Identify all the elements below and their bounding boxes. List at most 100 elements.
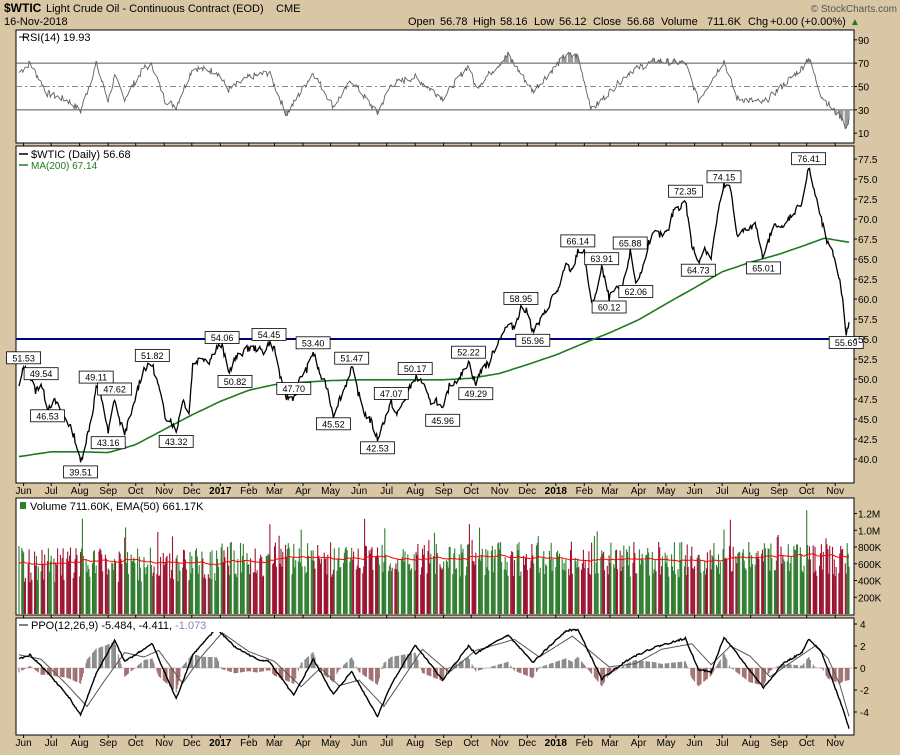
- ppo-signal-line: [18, 632, 850, 717]
- watermark: © StockCharts.com: [811, 4, 897, 15]
- price-tick-label: 47.5: [858, 395, 878, 406]
- price-annotation-label: 54.06: [211, 333, 234, 343]
- x-axis-label-upper: Apr: [295, 486, 311, 497]
- rsi-tick-label: 70: [858, 59, 870, 70]
- price-annotation-label: 51.82: [141, 351, 164, 361]
- price-annotation-label: 64.73: [687, 266, 710, 276]
- price-tick-label: 75.0: [858, 175, 878, 186]
- date-label: 16-Nov-2018: [4, 16, 68, 28]
- x-axis-label-lower: Aug: [742, 738, 760, 749]
- x-axis-label-lower: Mar: [601, 738, 619, 749]
- price-annotation-box: [334, 351, 370, 365]
- price-annotation-box: [97, 382, 132, 396]
- price-annotation-label: 49.11: [85, 373, 107, 383]
- price-annotation-label: 46.53: [36, 411, 59, 421]
- x-axis-label-upper: Jun: [16, 486, 32, 497]
- price-annotation-box: [706, 170, 742, 184]
- x-axis-label-lower: Nov: [155, 738, 173, 749]
- rsi-panel: [15, 29, 855, 144]
- x-axis-label-lower: Feb: [576, 738, 594, 749]
- x-axis-label-upper: May: [657, 486, 676, 497]
- price-annotation-box: [618, 285, 654, 298]
- x-axis-label-upper: Sep: [435, 486, 453, 497]
- price-annotation-box: [251, 327, 287, 341]
- ppo-title-hist: -1.073: [175, 620, 206, 632]
- x-axis-label-upper: Jun: [687, 486, 703, 497]
- price-annotation-label: 58.95: [510, 294, 533, 304]
- price-annotation-box: [397, 362, 433, 376]
- x-axis-label-upper: Aug: [71, 486, 89, 497]
- price-annotation-label: 55.96: [522, 336, 545, 346]
- x-axis-label-lower: Oct: [463, 738, 479, 749]
- x-axis-label-lower: Jun: [16, 738, 32, 749]
- change-arrow-icon: ▲: [850, 17, 860, 28]
- price-tick-label: 77.5: [858, 155, 878, 166]
- price-annotation-box: [425, 413, 461, 427]
- price-annotation-label: 43.32: [165, 437, 188, 447]
- x-axis-label-lower: Jul: [380, 738, 393, 749]
- x-axis-label-lower: Oct: [128, 738, 144, 749]
- price-annotation-label: 50.82: [224, 377, 247, 387]
- change-label: Chg: [748, 16, 768, 28]
- x-axis-label-lower: Jul: [716, 738, 729, 749]
- price-annotation-label: 54.45: [258, 330, 281, 340]
- price-tick-label: 67.5: [858, 235, 878, 246]
- x-axis-label-lower: Jun: [687, 738, 703, 749]
- price-annotation-box: [503, 291, 539, 305]
- price-annotation-label: 47.07: [380, 389, 403, 399]
- x-axis-label-upper: Dec: [183, 486, 201, 497]
- price-annotation-label: 49.29: [465, 389, 488, 399]
- price-annotation-label: 43.16: [97, 438, 120, 448]
- price-line: [18, 167, 850, 463]
- x-axis-label-lower: Mar: [266, 738, 284, 749]
- price-annotation-label: 53.40: [302, 338, 325, 348]
- price-annotation-label: 50.17: [404, 364, 427, 374]
- x-axis-label-upper: May: [321, 486, 340, 497]
- close-label: Close: [593, 16, 621, 28]
- price-tick-label: 52.5: [858, 355, 878, 366]
- volume-ema-line: [18, 553, 850, 566]
- x-axis-label-lower: May: [657, 738, 676, 749]
- volume-value: 711.6K: [707, 16, 742, 28]
- x-axis-label-upper: Nov: [826, 486, 844, 497]
- price-annotation-box: [217, 374, 253, 388]
- price-title-bg: [19, 147, 151, 171]
- x-axis-label-upper: Jul: [45, 486, 58, 497]
- price-annotation-box: [134, 348, 170, 362]
- close-value: 56.68: [627, 16, 655, 28]
- price-series-group: 51.53 49.54 46.53 39.51 49.11 43.16 47.62 51.82…: [6, 152, 864, 479]
- x-axis-label-lower: Dec: [183, 738, 201, 749]
- x-axis-label-upper: Mar: [266, 486, 284, 497]
- price-annotation-box: [30, 409, 65, 423]
- x-axis-label-lower: Sep: [99, 738, 117, 749]
- volume-tick-label: 800K: [858, 543, 882, 554]
- price-annotation-box: [315, 417, 351, 431]
- ohlc-stats: Open 56.78 High 58.16 Low 56.12 Close 56…: [408, 16, 860, 28]
- price-annotation-box: [6, 351, 41, 365]
- price-annotation-box: [204, 331, 240, 344]
- ppo-tick-label: 0: [860, 664, 866, 675]
- x-axis-label-upper: Oct: [463, 486, 479, 497]
- price-annotation-box: [90, 436, 126, 450]
- price-annotation-box: [560, 234, 596, 248]
- ppo-line: [18, 628, 850, 729]
- price-annotation-box: [78, 370, 114, 384]
- x-axis-label-upper: Oct: [799, 486, 815, 497]
- rsi-series-group: [16, 51, 854, 130]
- price-panel: [15, 145, 855, 484]
- price-annotation-label: 45.52: [322, 419, 345, 429]
- x-axis-label-lower: 2017: [209, 738, 232, 749]
- price-annotation-box: [746, 261, 781, 275]
- low-value: 56.12: [559, 16, 587, 28]
- ppo-series-group: [16, 628, 854, 729]
- price-annotation-box: [276, 381, 312, 395]
- x-axis-label-upper: Aug: [742, 486, 760, 497]
- volume-tick-label: 200K: [858, 593, 882, 604]
- volume-legend-swatch: [20, 502, 26, 509]
- rsi-tick-label: 10: [858, 129, 870, 140]
- price-annotation-box: [791, 152, 826, 166]
- price-annotation-box: [591, 300, 627, 314]
- price-annotation-label: 60.12: [598, 303, 621, 313]
- x-axis-label-lower: Sep: [770, 738, 788, 749]
